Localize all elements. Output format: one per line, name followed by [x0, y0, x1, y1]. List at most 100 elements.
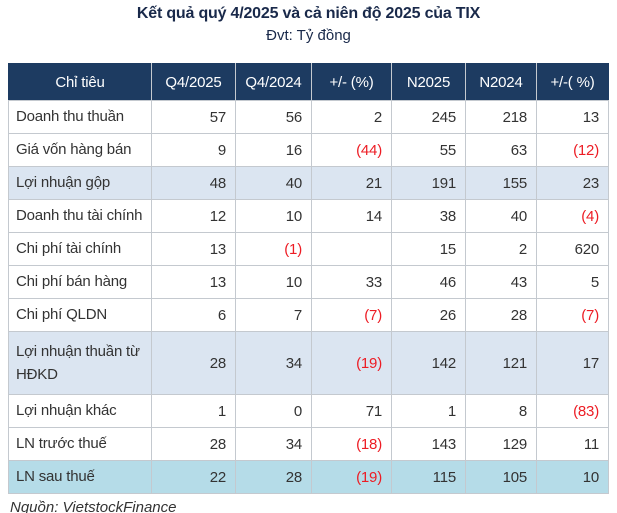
value-cell: 43: [465, 265, 537, 299]
value-cell: 143: [391, 427, 466, 461]
value-cell: (7): [536, 298, 609, 332]
value-cell: 38: [391, 199, 466, 233]
value-cell: (1): [235, 232, 312, 266]
value-cell: 10: [235, 265, 312, 299]
table-row: Lợi nhuận khác 1 0 71 1 8 (83): [8, 394, 609, 428]
row-label: Doanh thu tài chính: [8, 199, 152, 233]
value-cell: 7: [235, 298, 312, 332]
value-cell: 34: [235, 331, 312, 395]
value-cell: 9: [151, 133, 236, 167]
value-cell: 8: [465, 394, 537, 428]
value-cell: 6: [151, 298, 236, 332]
value-cell: (83): [536, 394, 609, 428]
unit-subtitle: Đvt: Tỷ đồng: [266, 27, 351, 44]
value-cell: 0: [235, 394, 312, 428]
value-cell: 115: [391, 460, 466, 494]
value-cell: 40: [465, 199, 537, 233]
value-cell: 2: [465, 232, 537, 266]
row-label: Lợi nhuận khác: [8, 394, 152, 428]
table-row: Giá vốn hàng bán 9 16 (44) 55 63 (12): [8, 133, 609, 167]
value-cell: 63: [465, 133, 537, 167]
value-cell: 191: [391, 166, 466, 200]
value-cell: 11: [536, 427, 609, 461]
value-cell: 10: [235, 199, 312, 233]
value-cell: 12: [151, 199, 236, 233]
value-cell: 15: [391, 232, 466, 266]
column-header-2: Q4/2024: [235, 63, 312, 101]
value-cell: 13: [536, 100, 609, 134]
value-cell: 129: [465, 427, 537, 461]
table-row: Chi phí QLDN 6 7 (7) 26 28 (7): [8, 298, 609, 332]
value-cell: 620: [536, 232, 609, 266]
value-cell: (4): [536, 199, 609, 233]
row-label: Chi phí QLDN: [8, 298, 152, 332]
column-header-5: N2024: [465, 63, 537, 101]
value-cell: 1: [151, 394, 236, 428]
value-cell: 71: [311, 394, 392, 428]
value-cell: 142: [391, 331, 466, 395]
value-cell: 55: [391, 133, 466, 167]
value-cell: 57: [151, 100, 236, 134]
row-label: Lợi nhuận thuần từ HĐKD: [8, 331, 152, 395]
value-cell: (18): [311, 427, 392, 461]
table-row: Doanh thu thuần 57 56 2 245 218 13: [8, 100, 609, 134]
value-cell: 121: [465, 331, 537, 395]
value-cell: 33: [311, 265, 392, 299]
value-cell: 21: [311, 166, 392, 200]
column-header-4: N2025: [391, 63, 466, 101]
value-cell: 5: [536, 265, 609, 299]
value-cell: 13: [151, 265, 236, 299]
value-cell: 155: [465, 166, 537, 200]
value-cell: 245: [391, 100, 466, 134]
value-cell: 26: [391, 298, 466, 332]
table-row: Chi phí bán hàng 13 10 33 46 43 5: [8, 265, 609, 299]
value-cell: 13: [151, 232, 236, 266]
row-label: Lợi nhuận gộp: [8, 166, 152, 200]
table-header-row: Chỉ tiêu Q4/2025 Q4/2024 +/- (%) N2025 N2024 +…: [8, 63, 609, 101]
value-cell: 218: [465, 100, 537, 134]
value-cell: 48: [151, 166, 236, 200]
table-row: Chi phí tài chính 13 (1) 15 2 620: [8, 232, 609, 266]
value-cell: 14: [311, 199, 392, 233]
value-cell: (19): [311, 460, 392, 494]
value-cell: (44): [311, 133, 392, 167]
column-header-0: Chỉ tiêu: [8, 63, 152, 101]
page-title: Kết quả quý 4/2025 và cả niên độ 2025 củ…: [136, 5, 481, 22]
value-cell: 40: [235, 166, 312, 200]
table-row: LN trước thuế 28 34 (18) 143 129 11: [8, 427, 609, 461]
value-cell: [311, 232, 392, 266]
value-cell: 28: [151, 427, 236, 461]
value-cell: 16: [235, 133, 312, 167]
row-label: Chi phí tài chính: [8, 232, 152, 266]
value-cell: 56: [235, 100, 312, 134]
value-cell: (12): [536, 133, 609, 167]
value-cell: (7): [311, 298, 392, 332]
value-cell: 1: [391, 394, 466, 428]
table-body: Doanh thu thuần 57 56 2 245 218 13 Giá vốn hàng…: [8, 100, 609, 494]
value-cell: 28: [235, 460, 312, 494]
value-cell: (19): [311, 331, 392, 395]
value-cell: 17: [536, 331, 609, 395]
value-cell: 28: [151, 331, 236, 395]
row-label: LN trước thuế: [8, 427, 152, 461]
column-header-3: +/- (%): [311, 63, 392, 101]
value-cell: 23: [536, 166, 609, 200]
column-header-1: Q4/2025: [151, 63, 236, 101]
column-header-6: +/-( %): [536, 63, 609, 101]
value-cell: 28: [465, 298, 537, 332]
value-cell: 34: [235, 427, 312, 461]
row-label: Doanh thu thuần: [8, 100, 152, 134]
row-label: Chi phí bán hàng: [8, 265, 152, 299]
source-note: Nguồn: VietstockFinance: [10, 499, 177, 513]
value-cell: 22: [151, 460, 236, 494]
value-cell: 105: [465, 460, 537, 494]
value-cell: 2: [311, 100, 392, 134]
table-row: Lợi nhuận thuần từ HĐKD 28 34 (19) 142 121 17: [8, 331, 609, 395]
table-row: Doanh thu tài chính 12 10 14 38 40 (4): [8, 199, 609, 233]
row-label: Giá vốn hàng bán: [8, 133, 152, 167]
table-row: LN sau thuế 22 28 (19) 115 105 10: [8, 460, 609, 494]
value-cell: 10: [536, 460, 609, 494]
financial-results-table: Chỉ tiêu Q4/2025 Q4/2024 +/- (%) N2025 N2024 +…: [8, 63, 609, 494]
table-row: Lợi nhuận gộp 48 40 21 191 155 23: [8, 166, 609, 200]
